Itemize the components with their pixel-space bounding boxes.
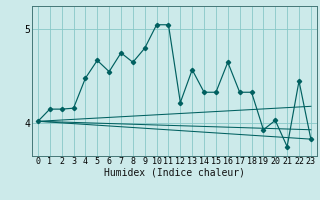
X-axis label: Humidex (Indice chaleur): Humidex (Indice chaleur): [104, 168, 245, 178]
